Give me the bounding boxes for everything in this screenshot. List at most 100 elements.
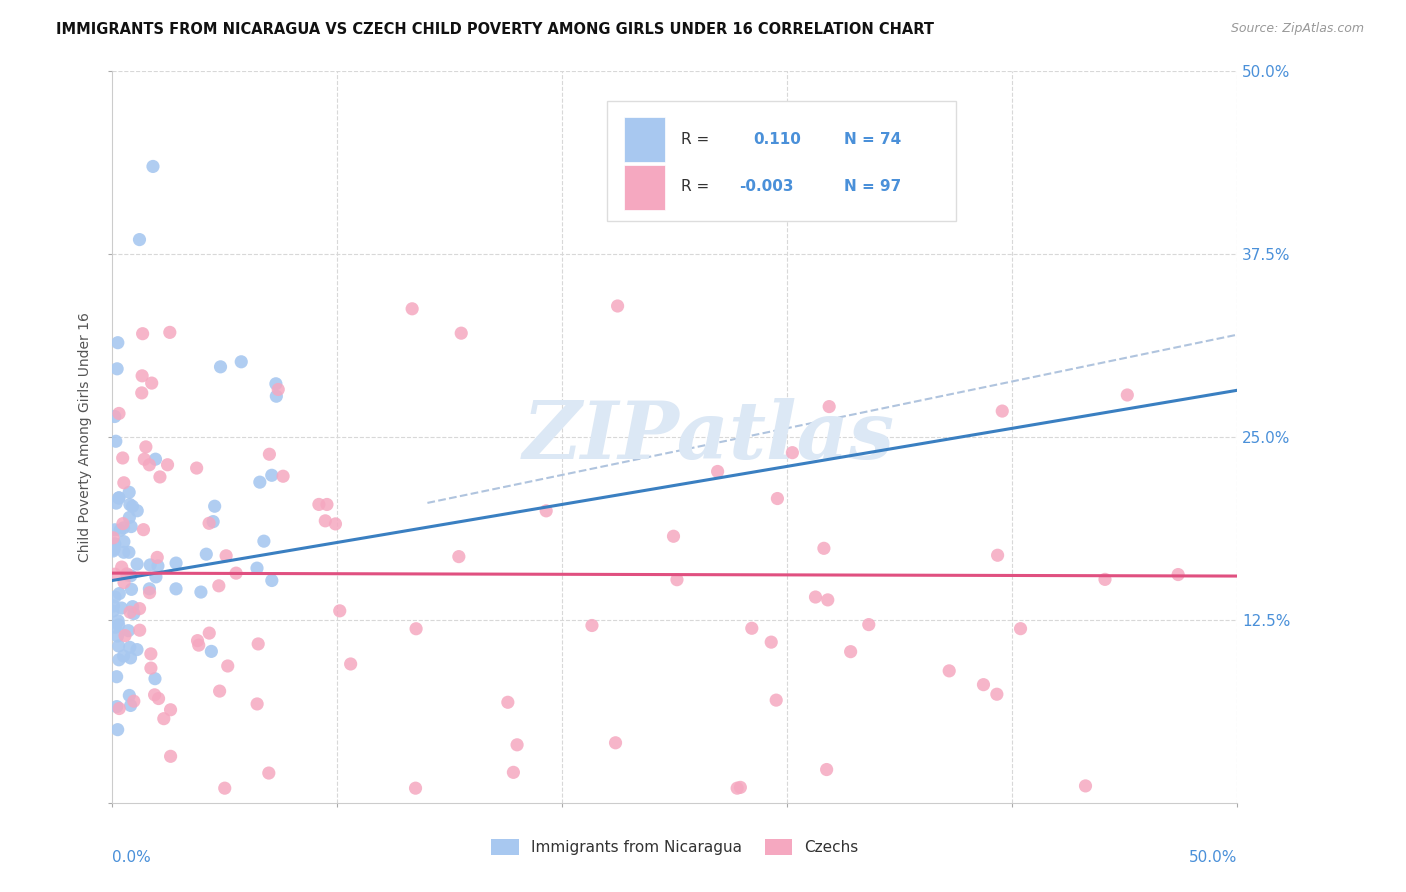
Text: R =: R = xyxy=(681,179,709,194)
FancyBboxPatch shape xyxy=(607,101,956,221)
Point xyxy=(329,604,352,618)
Point xyxy=(186,633,208,648)
Point xyxy=(1094,573,1116,587)
Point xyxy=(986,687,1008,701)
Point xyxy=(107,618,129,632)
Point xyxy=(101,604,124,618)
Point xyxy=(145,452,167,467)
Point xyxy=(114,629,136,643)
Point xyxy=(104,620,127,634)
Text: R =: R = xyxy=(681,132,709,147)
Point xyxy=(1010,622,1032,636)
Text: -0.003: -0.003 xyxy=(740,179,793,194)
Point xyxy=(145,570,167,584)
Point xyxy=(991,404,1014,418)
Point xyxy=(761,635,783,649)
Point xyxy=(105,496,128,510)
Point xyxy=(108,701,131,715)
Point xyxy=(118,485,141,500)
Point xyxy=(972,678,994,692)
Point xyxy=(104,434,127,449)
Point xyxy=(125,557,148,571)
Point xyxy=(104,409,127,424)
Point xyxy=(217,659,239,673)
Point xyxy=(662,529,685,543)
Text: ZIPatlas: ZIPatlas xyxy=(523,399,894,475)
Point xyxy=(153,712,176,726)
Point xyxy=(208,579,231,593)
Point xyxy=(121,599,143,614)
Point xyxy=(105,670,128,684)
Point xyxy=(730,780,752,795)
Point xyxy=(202,515,225,529)
Text: Source: ZipAtlas.com: Source: ZipAtlas.com xyxy=(1230,22,1364,36)
Point xyxy=(1116,388,1139,402)
Point xyxy=(264,376,287,391)
Point xyxy=(135,440,157,454)
Point xyxy=(143,672,166,686)
Point xyxy=(108,491,131,505)
Point xyxy=(107,629,129,643)
Point xyxy=(104,537,127,551)
Point xyxy=(339,657,361,671)
Text: N = 97: N = 97 xyxy=(844,179,901,194)
Point xyxy=(165,556,187,570)
Point xyxy=(266,389,288,403)
Point xyxy=(314,514,336,528)
Point xyxy=(190,585,212,599)
Point xyxy=(1167,567,1189,582)
Point xyxy=(534,504,557,518)
Point xyxy=(139,661,162,675)
Point xyxy=(134,452,156,467)
Point xyxy=(159,326,181,340)
Point xyxy=(208,684,231,698)
Point xyxy=(112,648,135,663)
FancyBboxPatch shape xyxy=(624,117,665,162)
Point xyxy=(121,500,143,514)
Text: 50.0%: 50.0% xyxy=(1189,850,1237,865)
Point xyxy=(107,614,129,628)
Point xyxy=(118,510,141,524)
Point xyxy=(308,498,330,512)
Point xyxy=(122,694,145,708)
Point xyxy=(118,640,141,655)
Point xyxy=(316,498,339,512)
Point xyxy=(156,458,179,472)
Point xyxy=(858,617,880,632)
Point xyxy=(105,361,128,376)
Point xyxy=(115,567,138,582)
Point xyxy=(104,523,127,537)
Point xyxy=(839,645,862,659)
Point xyxy=(401,301,423,316)
Point xyxy=(138,458,160,472)
Point xyxy=(128,601,150,615)
Point xyxy=(782,445,804,459)
Point xyxy=(231,355,253,369)
Point xyxy=(111,516,134,531)
Point xyxy=(110,601,132,615)
Point xyxy=(725,781,748,796)
Point xyxy=(120,519,142,533)
Point xyxy=(506,738,529,752)
Point xyxy=(214,781,236,796)
Point xyxy=(195,547,218,561)
Point xyxy=(107,491,129,505)
Point xyxy=(804,590,827,604)
Point xyxy=(101,531,124,545)
Point xyxy=(766,491,789,506)
Text: IMMIGRANTS FROM NICARAGUA VS CZECH CHILD POVERTY AMONG GIRLS UNDER 16 CORRELATIO: IMMIGRANTS FROM NICARAGUA VS CZECH CHILD… xyxy=(56,22,934,37)
Point xyxy=(118,498,141,512)
Point xyxy=(257,766,280,780)
Point xyxy=(128,233,150,247)
Point xyxy=(938,664,960,678)
Point xyxy=(249,475,271,490)
Point xyxy=(159,703,181,717)
Point xyxy=(186,461,208,475)
Legend: Immigrants from Nicaragua, Czechs: Immigrants from Nicaragua, Czechs xyxy=(485,833,865,861)
Point xyxy=(581,618,603,632)
Point xyxy=(143,688,166,702)
Point xyxy=(253,534,276,549)
Point xyxy=(107,723,129,737)
Point xyxy=(204,500,226,514)
Text: 0.110: 0.110 xyxy=(754,132,801,147)
